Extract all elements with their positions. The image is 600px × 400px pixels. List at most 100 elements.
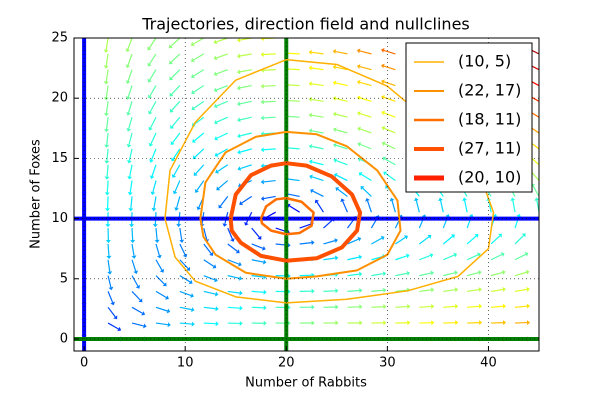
arrow-shaft [538,306,539,308]
arrow-shaft [179,259,189,269]
arrow-head [148,126,153,131]
arrow-shaft [151,164,157,177]
arrow-head [104,112,109,117]
arrow-head [190,293,194,298]
arrow-head [502,303,507,309]
direction-arrow [438,197,444,213]
direction-arrow [501,31,516,39]
arrow-head [235,249,240,254]
arrow-head [335,288,339,294]
arrow-shaft [176,196,181,209]
arrow-shaft [227,227,233,240]
arrow-shaft [287,99,300,102]
arrow-shaft [107,259,111,272]
arrow-head [110,301,115,306]
arrow-head [333,158,338,163]
direction-arrow [131,275,141,289]
arrow-head [244,221,249,226]
arrow-shaft [107,306,116,318]
direction-arrow [190,38,205,47]
arrow-head [126,112,131,116]
direction-arrow [419,270,434,277]
arrow-head [176,223,182,228]
arrow-head [356,79,361,85]
arrow-head [359,271,363,277]
arrow-head [213,55,218,61]
direction-arrow [251,305,267,311]
direction-arrow [418,214,427,229]
direction-arrow [333,158,348,166]
direction-arrow [514,233,526,245]
arrow-head [501,31,505,36]
direction-arrow [203,243,214,256]
arrow-shaft [203,275,216,281]
arrow-shaft [347,256,360,261]
arrow-shaft [251,243,264,249]
arrow-head [230,238,235,242]
direction-arrow [131,290,143,303]
arrow-head [534,197,539,201]
direction-arrow [538,252,552,260]
arrow-shaft [311,176,324,182]
arrow-head [263,305,267,311]
arrow-head [381,94,385,100]
direction-arrow [356,64,372,71]
arrow-shaft [395,272,408,277]
arrow-shaft [216,148,229,156]
direction-arrow [299,288,315,294]
arrow-shaft [107,322,119,330]
arrow-shaft [172,148,181,160]
arrow-head [359,304,363,310]
direction-arrow [308,112,324,118]
arrow-shaft [323,219,333,229]
direction-arrow [383,171,396,182]
arrow-shaft [512,200,516,213]
direction-arrow [227,227,235,242]
arrow-shaft [384,143,396,150]
arrow-head [104,160,110,164]
arrow-shaft [127,85,133,98]
arrow-shaft [312,190,324,197]
direction-arrow [347,288,363,293]
direction-arrow [332,96,348,102]
direction-arrow [381,94,396,102]
direction-arrow [179,243,188,258]
direction-arrow [147,38,157,51]
direction-arrow [191,100,205,111]
arrow-shaft [106,148,109,161]
arrow-head [335,320,339,326]
arrow-head [335,304,339,310]
arrow-head [126,128,132,132]
arrow-head [356,48,361,54]
arrow-head [548,252,552,256]
arrow-head [551,320,554,325]
direction-arrow [371,320,387,326]
direction-arrow [381,63,396,71]
direction-arrow [514,252,529,261]
arrow-shaft [105,85,109,98]
arrow-shaft [128,148,133,161]
direction-arrow [442,234,455,245]
direction-arrow [514,303,530,309]
arrow-shaft [251,259,264,263]
arrow-shaft [227,243,238,252]
direction-arrow [126,117,133,132]
direction-arrow [236,84,252,91]
arrow-head [478,303,483,309]
arrow-shaft [196,180,205,191]
arrow-head [551,336,554,341]
arrow-head [308,65,312,71]
arrow-shaft [335,66,348,71]
arrow-head [104,192,110,196]
arrow-shaft [150,148,157,161]
x-tick-label: 20 [278,356,295,371]
direction-arrow [308,96,324,102]
plot-frame [73,37,540,352]
arrow-shaft [131,243,135,256]
arrow-shaft [105,69,109,82]
y-tick-label: 25 [51,31,68,46]
arrow-shaft [203,290,216,295]
arrow-head [333,142,337,148]
arrow-head [516,213,522,218]
direction-arrow [203,290,219,297]
